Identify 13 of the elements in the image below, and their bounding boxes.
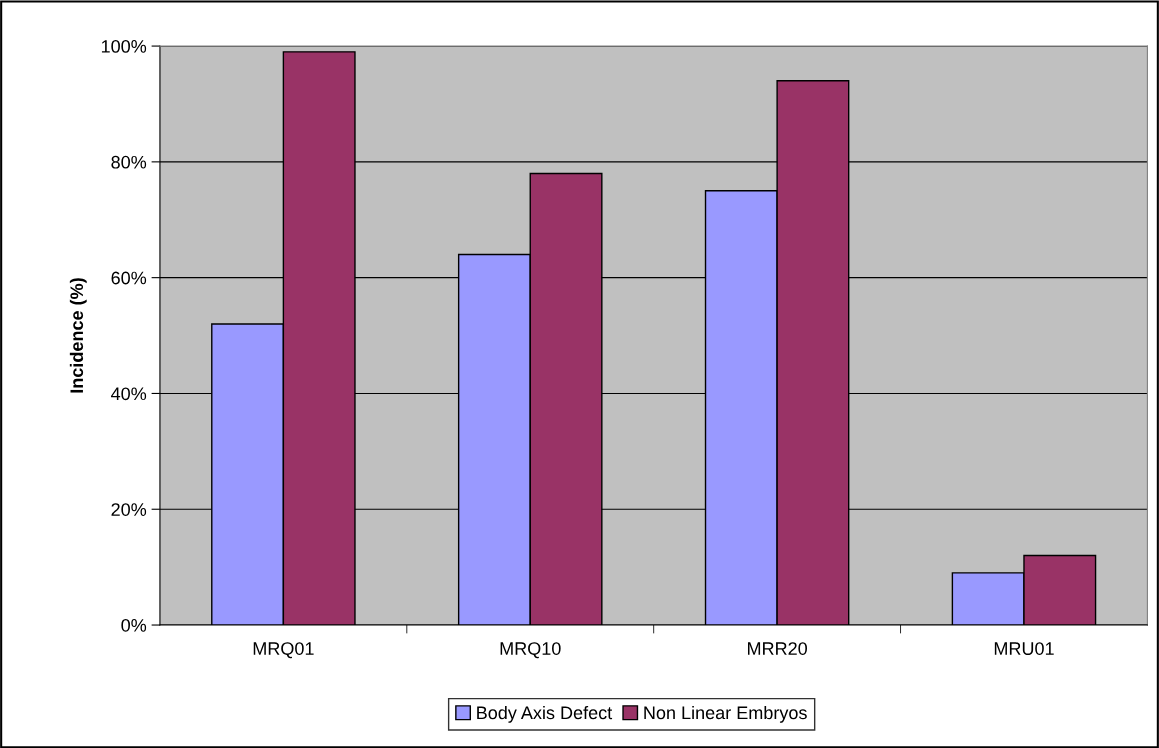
x-tick-label: MRU01 <box>994 642 1054 655</box>
y-tick-label: 20% <box>111 503 147 516</box>
x-tick-label: MRR20 <box>747 642 808 655</box>
y-tick-label: 40% <box>111 387 147 401</box>
y-tick-label: 80% <box>111 155 147 169</box>
legend-label: Non Linear Embryos <box>644 705 807 723</box>
x-tick-label: MRQ01 <box>253 642 314 659</box>
y-axis-title: Incidence (%) <box>69 278 87 393</box>
legend-label: Body Axis Defect <box>477 705 613 723</box>
y-tick-label: 100% <box>101 40 147 53</box>
y-tick-label: 0% <box>121 618 147 632</box>
x-tick-label: MRQ10 <box>500 642 561 659</box>
y-tick-label: 60% <box>111 271 147 285</box>
